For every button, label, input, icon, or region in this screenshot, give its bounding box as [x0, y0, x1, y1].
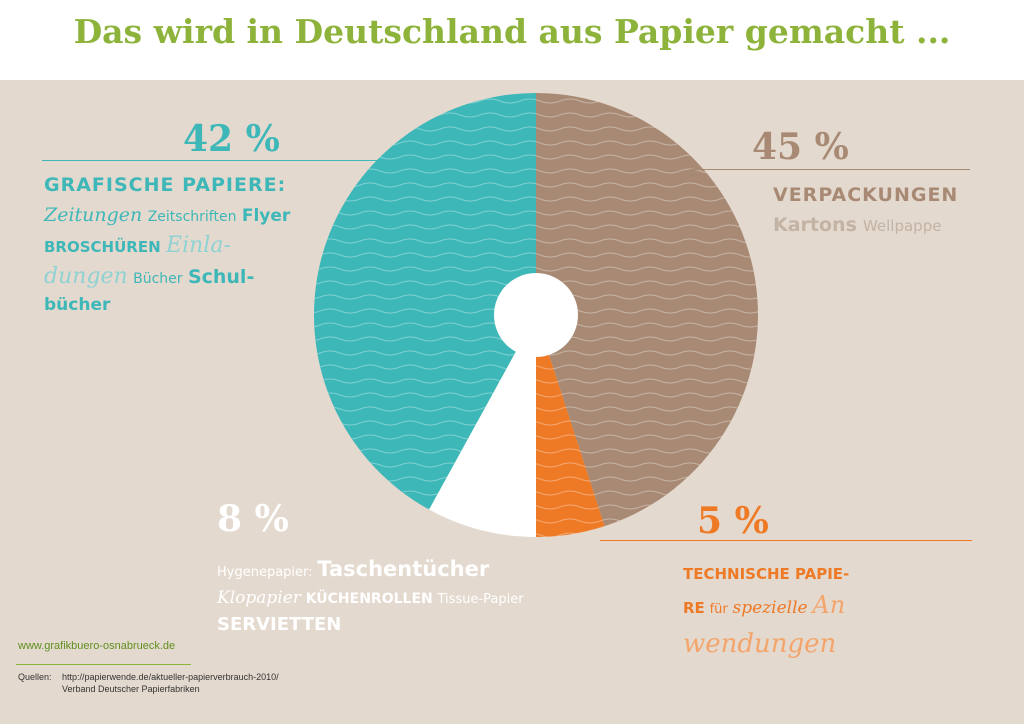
- donut-chart: [313, 93, 758, 537]
- label-technisch-body: TECHNISCHE PAPIE- RE für spezielle An we…: [683, 562, 883, 666]
- leader-line-grafisch: [42, 160, 392, 161]
- word-fuer: für: [709, 602, 728, 617]
- word-buecher: Bücher: [133, 271, 183, 288]
- word-spezielle: spezielle: [732, 598, 808, 618]
- footer-divider: [16, 664, 191, 665]
- slice-grafische-papiere-texture: [313, 93, 536, 510]
- word-buecher-2: bücher: [44, 295, 111, 316]
- slice-technische-papiere-texture: [536, 315, 605, 537]
- word-klopapier: Klopapier: [217, 587, 301, 608]
- pct-hygiene: 8 %: [217, 498, 289, 540]
- label-verpackungen-heading: VERPACKUNGEN: [773, 184, 959, 206]
- word-flyer: Flyer: [241, 206, 291, 226]
- word-tissue: Tissue-Papier: [437, 591, 524, 607]
- word-broschueren: BROSCHÜREN: [44, 237, 161, 256]
- slice-hygienepapier: [429, 315, 536, 537]
- word-einla: Einla-: [166, 232, 231, 258]
- word-taschentuecher: Taschentücher: [317, 557, 490, 581]
- slice-verpackungen-texture: [536, 93, 758, 527]
- pct-technisch: 5 %: [697, 500, 769, 542]
- word-wendungen: wendungen: [683, 629, 837, 660]
- word-servietten: SERVIETTEN: [217, 614, 342, 635]
- word-an: An: [812, 591, 846, 619]
- word-re: RE: [683, 599, 705, 617]
- label-grafisch-body: Zeitungen Zeitschriften Flyer BROSCHÜREN…: [44, 202, 294, 318]
- label-kartons: Kartons: [773, 214, 857, 236]
- label-grafisch-heading: GRAFISCHE PAPIERE:: [44, 174, 287, 196]
- pct-grafisch: 42 %: [183, 118, 280, 160]
- sources-label: Quellen:: [18, 672, 52, 682]
- website-link[interactable]: www.grafikbuero-osnabrueck.de: [18, 640, 176, 652]
- label-hygiene-body: Hygenepapier: Taschentücher Klopapier KÜ…: [217, 554, 577, 638]
- word-zeitschriften: Zeitschriften: [147, 209, 237, 225]
- word-kuechenrollen: KÜCHENROLLEN: [305, 590, 433, 607]
- label-wellpappe: Wellpappe: [862, 217, 942, 235]
- chart-title: Das wird in Deutschland aus Papier gemac…: [73, 12, 951, 51]
- leader-line-technisch: [600, 540, 972, 541]
- label-verpackungen-line2: Kartons Wellpappe: [773, 214, 941, 237]
- word-technische: TECHNISCHE PAPIE-: [683, 565, 850, 583]
- word-dungen: dungen: [44, 264, 128, 290]
- pct-verpackungen: 45 %: [752, 126, 849, 168]
- source-1: http://papierwende.de/aktueller-papierve…: [62, 672, 279, 682]
- leader-line-verpackungen: [690, 169, 970, 170]
- word-zeitungen: Zeitungen: [44, 204, 143, 226]
- chart-panel: 45 % VERPACKUNGEN Kartons Wellpappe 42 %…: [0, 80, 1024, 724]
- source-2: Verband Deutscher Papierfabriken: [62, 684, 200, 694]
- word-hygenepapier: Hygenepapier:: [217, 565, 313, 580]
- word-schul: Schul-: [187, 266, 255, 289]
- donut-hole: [494, 273, 578, 357]
